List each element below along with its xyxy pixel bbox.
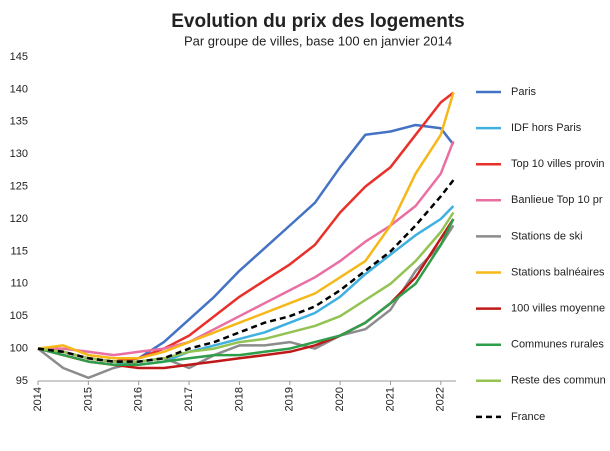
legend-label: Banlieue Top 10 pr xyxy=(511,194,603,206)
y-tick-label: 140 xyxy=(10,83,28,95)
series-line xyxy=(37,92,455,360)
legend-label: IDF hors Paris xyxy=(511,122,582,134)
x-tick-label: 2021 xyxy=(384,387,396,411)
y-tick-label: 130 xyxy=(10,148,28,160)
legend-label: 100 villes moyenne xyxy=(511,303,605,315)
y-tick-label: 100 xyxy=(10,343,28,355)
x-tick-label: 2016 xyxy=(133,387,145,411)
series-line xyxy=(38,140,455,357)
legend-label: Top 10 villes provin xyxy=(511,158,605,170)
x-tick-label: 2015 xyxy=(82,387,94,411)
legend-label: Paris xyxy=(511,86,537,98)
y-tick-label: 115 xyxy=(10,245,28,257)
legend-label: Stations de ski xyxy=(511,230,583,242)
series-line xyxy=(37,224,455,380)
series-line xyxy=(37,123,455,363)
y-tick-label: 95 xyxy=(16,375,28,387)
y-tick-label: 105 xyxy=(10,310,28,322)
legend-label: Communes rurales xyxy=(511,339,604,351)
series-line xyxy=(37,179,455,363)
x-tick-label: 2014 xyxy=(32,387,44,411)
series-line xyxy=(37,211,455,363)
legend-label: Stations balnéaires xyxy=(511,266,605,278)
chart-title: Evolution du prix des logements xyxy=(171,11,464,32)
y-tick-label: 135 xyxy=(10,116,28,128)
series-line xyxy=(37,218,455,367)
x-tick-label: 2018 xyxy=(233,387,245,411)
y-tick-label: 110 xyxy=(10,278,28,290)
y-tick-label: 125 xyxy=(10,181,28,193)
x-tick-label: 2022 xyxy=(435,387,447,411)
legend-label: Reste des commun xyxy=(511,375,606,387)
y-tick-label: 120 xyxy=(10,213,28,225)
x-tick-label: 2017 xyxy=(183,387,195,411)
x-tick-label: 2019 xyxy=(284,387,296,411)
x-tick-label: 2020 xyxy=(334,387,346,411)
chart-subtitle: Par groupe de villes, base 100 en janvie… xyxy=(184,33,452,48)
y-tick-label: 145 xyxy=(10,51,28,63)
legend-label: France xyxy=(511,411,545,423)
